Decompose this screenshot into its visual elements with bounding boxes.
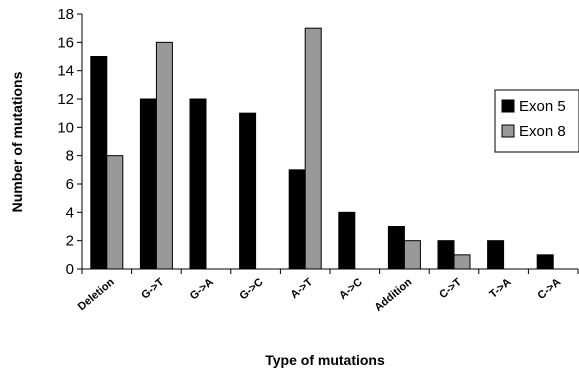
- bar-exon-8-addition: [403, 240, 421, 270]
- legend-label-exon-8: Exon 8: [519, 123, 566, 140]
- legend: Exon 5 Exon 8: [494, 89, 579, 153]
- bar-exon-8-g-t: [155, 41, 173, 270]
- bar-exon-5-addition: [387, 226, 405, 270]
- bar-exon-5-a-c: [338, 211, 356, 270]
- bar-exon-5-deletion: [90, 56, 108, 270]
- x-category-label-t-a: T->A: [487, 276, 513, 301]
- x-category-labels: Deletion G->T G->A G->C A->T A->C Addition C->T…: [76, 276, 563, 314]
- x-category-label-c-a: C->A: [536, 276, 564, 302]
- y-tick-label: 18: [57, 6, 74, 23]
- y-tick-label: 2: [66, 233, 74, 250]
- y-tick-label: 6: [66, 176, 74, 193]
- bar-exon-5-g-c: [239, 112, 257, 270]
- y-tick-label: 14: [57, 63, 74, 80]
- bar-exon-8-deletion: [106, 155, 124, 270]
- y-tick-label: 10: [57, 119, 74, 136]
- x-category-label-deletion: Deletion: [76, 276, 117, 313]
- y-tick-label: 12: [57, 91, 74, 108]
- y-tick-labels: 0 2 4 6 8 10 12 14 16 18: [57, 6, 74, 278]
- y-tick-label: 16: [57, 34, 74, 51]
- bar-exon-5-c-t: [437, 240, 455, 270]
- bar-exon-8-c-t: [453, 254, 471, 270]
- bar-exon-5-g-a: [189, 98, 207, 270]
- bar-exon-8-a-t: [304, 27, 322, 270]
- bar-exon-5-c-a: [536, 254, 554, 270]
- x-category-label-c-t: C->T: [437, 276, 464, 301]
- x-category-label-g-c: G->C: [237, 276, 265, 302]
- legend-swatch-exon-8: [501, 124, 515, 138]
- x-axis-title: Type of mutations: [265, 352, 385, 368]
- x-category-label-a-t: A->T: [288, 276, 315, 301]
- y-axis-title: Number of mutations: [9, 71, 25, 212]
- legend-label-exon-5: Exon 5: [519, 98, 566, 115]
- bars-group: [90, 27, 554, 270]
- y-tick-label: 0: [66, 261, 74, 278]
- x-category-label-g-a: G->A: [188, 276, 216, 302]
- legend-swatch-exon-5: [501, 99, 515, 113]
- y-tick-label: 4: [66, 204, 74, 221]
- x-category-label-a-c: A->C: [337, 276, 365, 302]
- bar-exon-5-g-t: [139, 98, 157, 270]
- bar-exon-5-t-a: [487, 240, 505, 270]
- bar-exon-5-a-t: [288, 169, 306, 270]
- y-tick-label: 8: [66, 148, 74, 165]
- x-category-label-g-t: G->T: [139, 276, 166, 302]
- x-category-label-addition: Addition: [372, 276, 414, 314]
- axes-group: [77, 13, 579, 274]
